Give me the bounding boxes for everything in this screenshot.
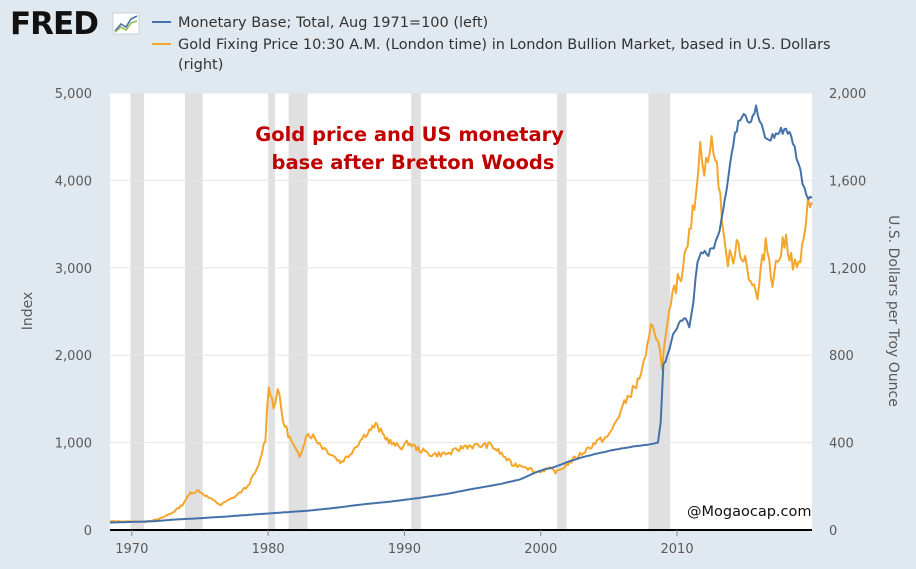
x-tick-label: 1990 — [388, 542, 421, 557]
chart-trend-icon — [112, 12, 140, 35]
y-axis-left-ticks: 0 1,000 2,000 3,000 4,000 5,000 — [55, 87, 92, 539]
y-left-tick-label: 3,000 — [55, 262, 92, 277]
chart-title: Gold price and US monetary base after Br… — [255, 123, 571, 174]
x-tick-label: 1970 — [115, 542, 148, 557]
y-left-tick-label: 2,000 — [55, 349, 92, 364]
y-left-tick-label: 0 — [84, 524, 92, 539]
legend-label-gold-price: Gold Fixing Price 10:30 A.M. (London tim… — [178, 37, 835, 73]
legend-item-gold-price[interactable]: Gold Fixing Price 10:30 A.M. (London tim… — [152, 37, 835, 73]
series-layer — [109, 104, 813, 524]
y-axis-right-title: U.S. Dollars per Troy Ounce — [885, 215, 901, 407]
y-axis-right-ticks: 0 400 800 1,200 1,600 2,000 — [829, 87, 866, 539]
y-left-tick-label: 1,000 — [55, 437, 92, 452]
x-tick-label: 1980 — [252, 542, 285, 557]
y-right-tick-label: 400 — [829, 437, 854, 452]
y-right-tick-label: 0 — [829, 524, 837, 539]
recession-bar-3 — [288, 93, 308, 530]
fred-logo[interactable]: FRED — [10, 6, 140, 42]
plot-area — [110, 93, 812, 530]
gridlines — [110, 92, 812, 444]
y-left-tick-label: 4,000 — [55, 174, 92, 189]
series-line-monetary-base — [109, 104, 813, 524]
recession-bar-6 — [648, 93, 671, 530]
recession-bar-1 — [184, 93, 203, 530]
fred-logo-text: FRED — [10, 6, 98, 42]
y-right-tick-label: 800 — [829, 349, 854, 364]
x-tick-label: 2010 — [661, 542, 694, 557]
legend-item-monetary-base[interactable]: Monetary Base; Total, Aug 1971=100 (left… — [152, 15, 488, 31]
chart-credit: @Mogaocap.com — [687, 504, 811, 520]
x-axis-ticks: 1970 1980 1990 2000 2010 — [115, 530, 694, 557]
y-axis-left-title: Index — [20, 292, 36, 331]
recession-bar-0 — [130, 93, 145, 530]
recession-bar-4 — [411, 93, 421, 530]
recession-shading — [130, 93, 671, 530]
recession-bar-5 — [557, 93, 567, 530]
series-line-gold-price — [109, 135, 813, 523]
y-right-tick-label: 2,000 — [829, 87, 866, 102]
legend: Monetary Base; Total, Aug 1971=100 (left… — [152, 15, 835, 73]
legend-label-monetary-base: Monetary Base; Total, Aug 1971=100 (left… — [178, 15, 488, 31]
y-right-tick-label: 1,200 — [829, 262, 866, 277]
x-tick-label: 2000 — [524, 542, 557, 557]
y-left-tick-label: 5,000 — [55, 87, 92, 102]
y-right-tick-label: 1,600 — [829, 174, 866, 189]
recession-bar-2 — [268, 93, 275, 530]
